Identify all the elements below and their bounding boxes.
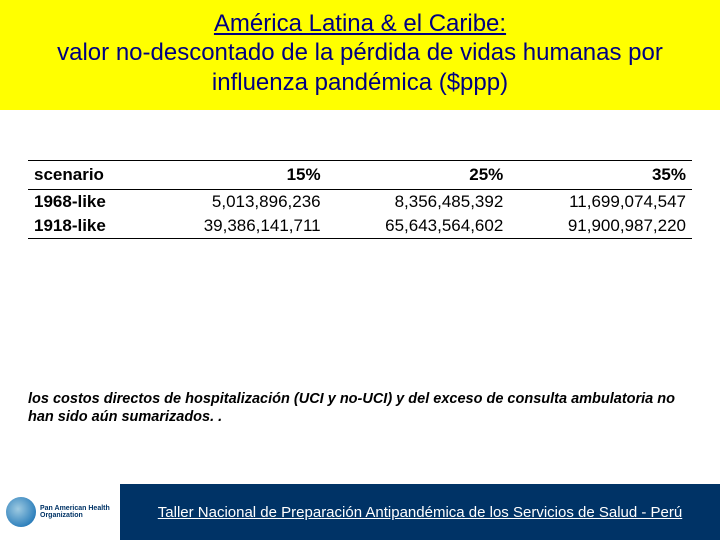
globe-icon [6,497,36,527]
paho-logo: Pan American Health Organization [0,484,120,540]
col-scenario: scenario [28,161,146,190]
table-row: 1968-like 5,013,896,236 8,356,485,392 11… [28,190,692,215]
col-25pct: 25% [327,161,510,190]
cell: 5,013,896,236 [146,190,327,215]
row-label: 1968-like [28,190,146,215]
scenario-table: scenario 15% 25% 35% 1968-like 5,013,896… [28,160,692,239]
table-header-row: scenario 15% 25% 35% [28,161,692,190]
col-15pct: 15% [146,161,327,190]
data-table-container: scenario 15% 25% 35% 1968-like 5,013,896… [0,110,720,239]
title-header: América Latina & el Caribe: valor no-des… [0,0,720,110]
cell: 8,356,485,392 [327,190,510,215]
footnote-text: los costos directos de hospitalización (… [28,390,692,426]
cell: 11,699,074,547 [509,190,692,215]
col-35pct: 35% [509,161,692,190]
slide-footer: Pan American Health Organization Taller … [0,484,720,540]
cell: 65,643,564,602 [327,214,510,239]
title-line-2: valor no-descontado de la pérdida de vid… [20,38,700,98]
cell: 39,386,141,711 [146,214,327,239]
footer-bar: Taller Nacional de Preparación Antipandé… [120,484,720,540]
title-line-1: América Latina & el Caribe: [20,10,700,38]
logo-text: Pan American Health Organization [40,505,114,520]
row-label: 1918-like [28,214,146,239]
footer-text: Taller Nacional de Preparación Antipandé… [158,504,682,521]
table-row: 1918-like 39,386,141,711 65,643,564,602 … [28,214,692,239]
cell: 91,900,987,220 [509,214,692,239]
